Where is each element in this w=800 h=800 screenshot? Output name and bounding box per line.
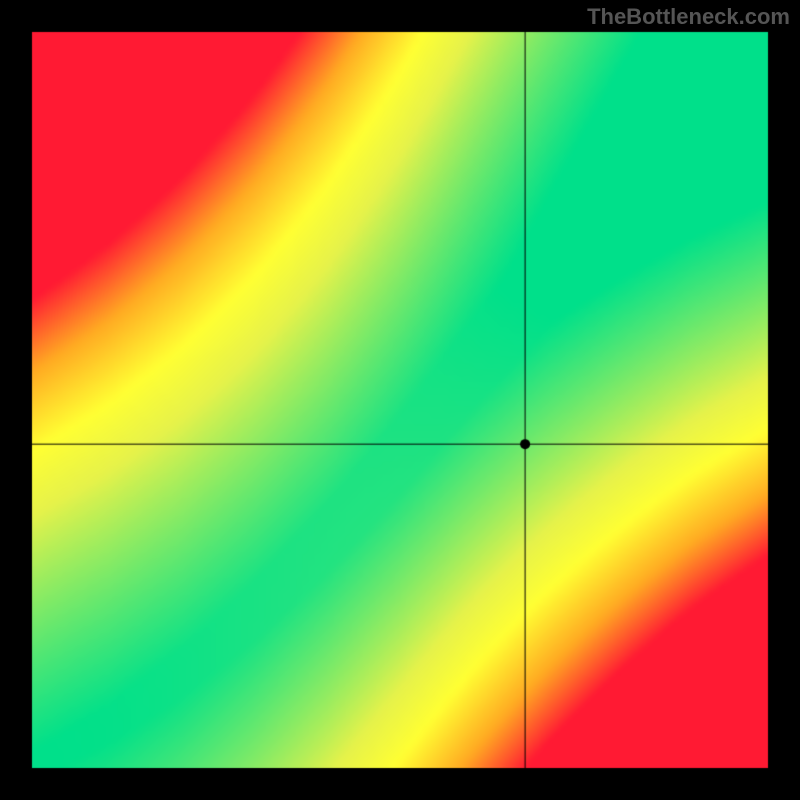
bottleneck-heatmap <box>0 0 800 800</box>
watermark-text: TheBottleneck.com <box>587 4 790 30</box>
chart-container: TheBottleneck.com <box>0 0 800 800</box>
